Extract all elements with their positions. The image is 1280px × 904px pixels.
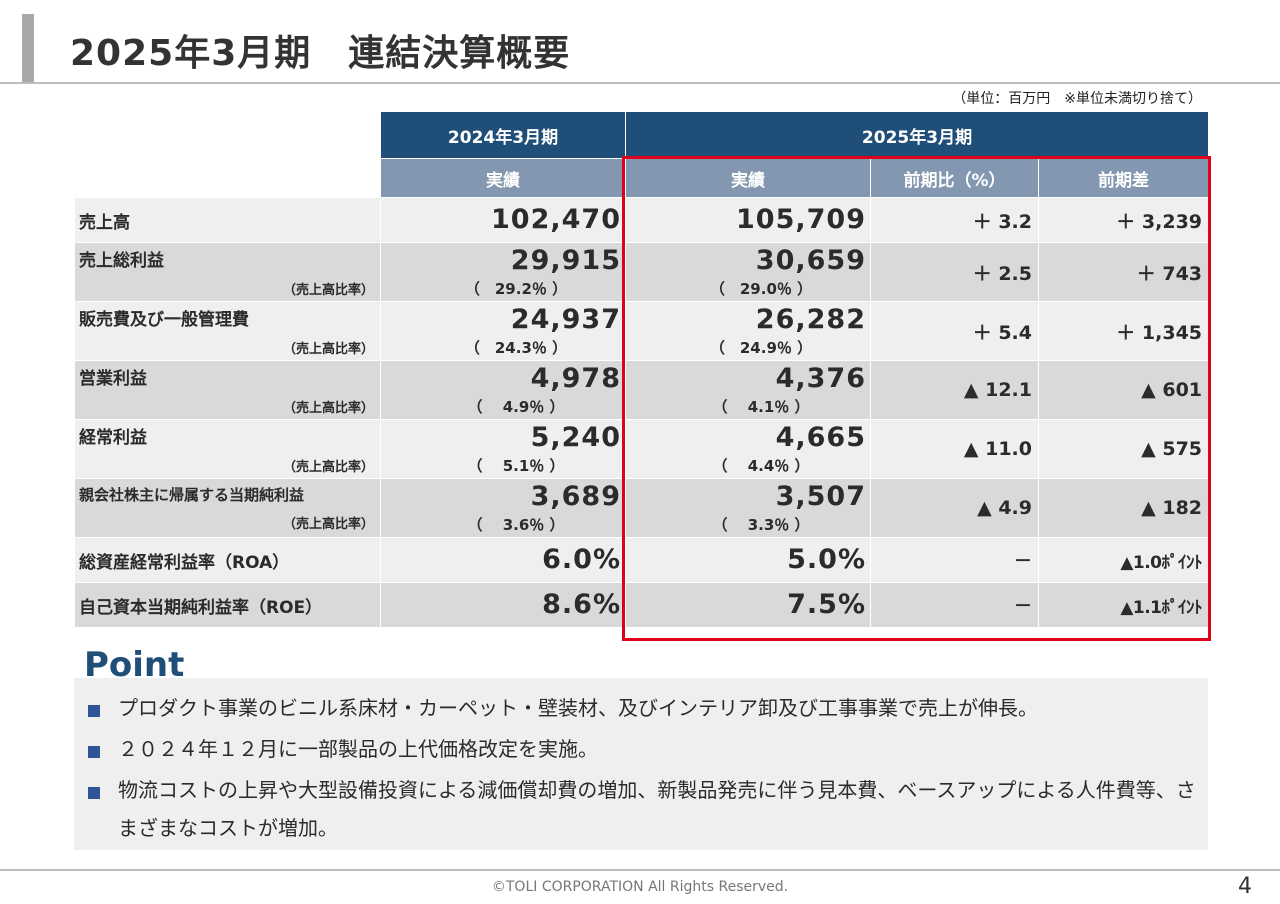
table-header-column-row: 実績 実績 前期比（%） 前期差	[74, 158, 1210, 198]
ratio-prev: （ 24.3％ ）	[464, 338, 568, 357]
header-actual-prev: 実績	[380, 158, 626, 198]
value-cur: 30,659	[755, 244, 866, 276]
footer-divider	[0, 869, 1280, 871]
row-label: 売上高	[79, 212, 130, 233]
title-divider	[0, 82, 1280, 84]
ratio-cur: （ 4.1％ ）	[712, 397, 810, 416]
value-yoy-pct: ＋ 3.2	[870, 197, 1039, 243]
value-yoy-pct: ▲ 4.9	[870, 478, 1039, 538]
bullet-text: プロダクト事業のビニル系床材・カーペット・壁装材、及びインテリア卸及び工事事業で…	[118, 696, 1038, 720]
ratio-label: （売上高比率）	[282, 283, 374, 298]
bullet-text: ２０２４年１２月に一部製品の上代価格改定を実施。	[118, 737, 598, 761]
header-period-prev: 2024年3月期	[380, 111, 626, 159]
bullet-text: 物流コストの上昇や大型設備投資による減価償却費の増加、新製品発売に伴う見本費、ベ…	[118, 778, 1196, 840]
table-row: 自己資本当期純利益率（ROE） 8.6% 7.5% － ▲1.1ﾎﾟｲﾝﾄ	[74, 582, 1210, 628]
financial-summary-table: 2024年3月期 2025年3月期 実績 実績 前期比（%） 前期差 売上高 1…	[74, 111, 1210, 628]
header-yoy-pct: 前期比（%）	[870, 158, 1039, 198]
header-period-cur: 2025年3月期	[624, 111, 1210, 159]
list-item: ２０２４年１２月に一部製品の上代価格改定を実施。	[88, 737, 1198, 768]
table-row: 売上総利益 （売上高比率） 29,915 （ 29.2％ ） 30,659 （ 29.…	[74, 242, 1210, 302]
value-prev: 29,915	[510, 244, 621, 276]
value-yoy-diff: ▲ 182	[1037, 478, 1210, 538]
value-cur: 26,282	[755, 303, 866, 335]
page-number: 4	[1238, 874, 1252, 899]
table-header-period-row: 2024年3月期 2025年3月期	[74, 111, 1210, 159]
row-label: 販売費及び一般管理費	[79, 310, 249, 330]
row-label: 経常利益	[79, 428, 147, 448]
value-yoy-diff: ＋ 1,345	[1037, 301, 1210, 361]
table-row: 総資産経常利益率（ROA） 6.0% 5.0% － ▲1.0ﾎﾟｲﾝﾄ	[74, 537, 1210, 583]
point-title: Point	[84, 645, 185, 685]
row-label: 総資産経常利益率（ROA）	[79, 552, 290, 573]
value-yoy-diff: ▲1.1ﾎﾟｲﾝﾄ	[1037, 582, 1210, 628]
ratio-label: （売上高比率）	[282, 401, 374, 416]
ratio-prev: （ 5.1％ ）	[467, 456, 565, 475]
value-prev: 8.6%	[542, 589, 621, 620]
unit-note: （単位：百万円 ※単位未満切り捨て）	[952, 91, 1202, 107]
value-prev: 4,978	[530, 362, 621, 394]
value-prev: 6.0%	[542, 544, 621, 575]
value-yoy-pct: ＋ 5.4	[870, 301, 1039, 361]
point-box: プロダクト事業のビニル系床材・カーペット・壁装材、及びインテリア卸及び工事事業で…	[74, 678, 1208, 850]
table-row: 親会社株主に帰属する当期純利益 （売上高比率） 3,689 （ 3.6％ ） 3,5…	[74, 478, 1210, 538]
list-item: プロダクト事業のビニル系床材・カーペット・壁装材、及びインテリア卸及び工事事業で…	[88, 696, 1198, 727]
value-yoy-diff: ＋ 743	[1037, 242, 1210, 302]
row-label: 親会社株主に帰属する当期純利益	[79, 486, 305, 504]
header-yoy-diff: 前期差	[1037, 158, 1210, 198]
square-bullet-icon	[88, 746, 100, 758]
ratio-label: （売上高比率）	[282, 517, 374, 532]
table-row: 経常利益 （売上高比率） 5,240 （ 5.1％ ） 4,665 （ 4.4％ ） …	[74, 419, 1210, 479]
value-yoy-diff: ▲ 575	[1037, 419, 1210, 479]
value-yoy-pct: ＋ 2.5	[870, 242, 1039, 302]
value-cur: 5.0%	[787, 544, 866, 575]
value-yoy-pct: －	[870, 582, 1039, 628]
value-cur: 4,665	[775, 421, 866, 453]
value-yoy-pct: －	[870, 537, 1039, 583]
ratio-label: （売上高比率）	[282, 460, 374, 475]
value-cur: 7.5%	[787, 589, 866, 620]
value-yoy-pct: ▲ 11.0	[870, 419, 1039, 479]
list-item: 物流コストの上昇や大型設備投資による減価償却費の増加、新製品発売に伴う見本費、ベ…	[88, 778, 1198, 847]
value-prev: 24,937	[510, 303, 621, 335]
copyright: ©TOLI CORPORATION All Rights Reserved.	[491, 879, 789, 895]
value-prev: 3,689	[530, 480, 621, 512]
row-label: 自己資本当期純利益率（ROE）	[79, 597, 323, 618]
table-row: 売上高 102,470 105,709 ＋ 3.2 ＋ 3,239	[74, 197, 1210, 243]
row-label: 営業利益	[79, 369, 147, 389]
row-label: 売上総利益	[79, 251, 164, 271]
page-title: 2025年3月期 連結決算概要	[70, 33, 571, 74]
value-yoy-diff: ＋ 3,239	[1037, 197, 1210, 243]
ratio-prev: （ 3.6％ ）	[467, 515, 565, 534]
value-yoy-pct: ▲ 12.1	[870, 360, 1039, 420]
value-yoy-diff: ▲ 601	[1037, 360, 1210, 420]
value-yoy-diff: ▲1.0ﾎﾟｲﾝﾄ	[1037, 537, 1210, 583]
ratio-cur: （ 29.0％ ）	[709, 279, 813, 298]
value-cur: 105,709	[736, 204, 866, 235]
value-prev: 102,470	[491, 204, 621, 235]
table-row: 営業利益 （売上高比率） 4,978 （ 4.9％ ） 4,376 （ 4.1％ ） …	[74, 360, 1210, 420]
title-accent-bar	[22, 14, 34, 83]
ratio-cur: （ 3.3％ ）	[712, 515, 810, 534]
square-bullet-icon	[88, 705, 100, 717]
table-row: 販売費及び一般管理費 （売上高比率） 24,937 （ 24.3％ ） 26,282…	[74, 301, 1210, 361]
ratio-prev: （ 29.2％ ）	[464, 279, 568, 298]
value-cur: 3,507	[775, 480, 866, 512]
header-actual-cur: 実績	[625, 158, 871, 198]
value-prev: 5,240	[530, 421, 621, 453]
square-bullet-icon	[88, 787, 100, 799]
ratio-label: （売上高比率）	[282, 342, 374, 357]
value-cur: 4,376	[775, 362, 866, 394]
ratio-cur: （ 24.9％ ）	[709, 338, 813, 357]
ratio-cur: （ 4.4％ ）	[712, 456, 810, 475]
ratio-prev: （ 4.9％ ）	[467, 397, 565, 416]
